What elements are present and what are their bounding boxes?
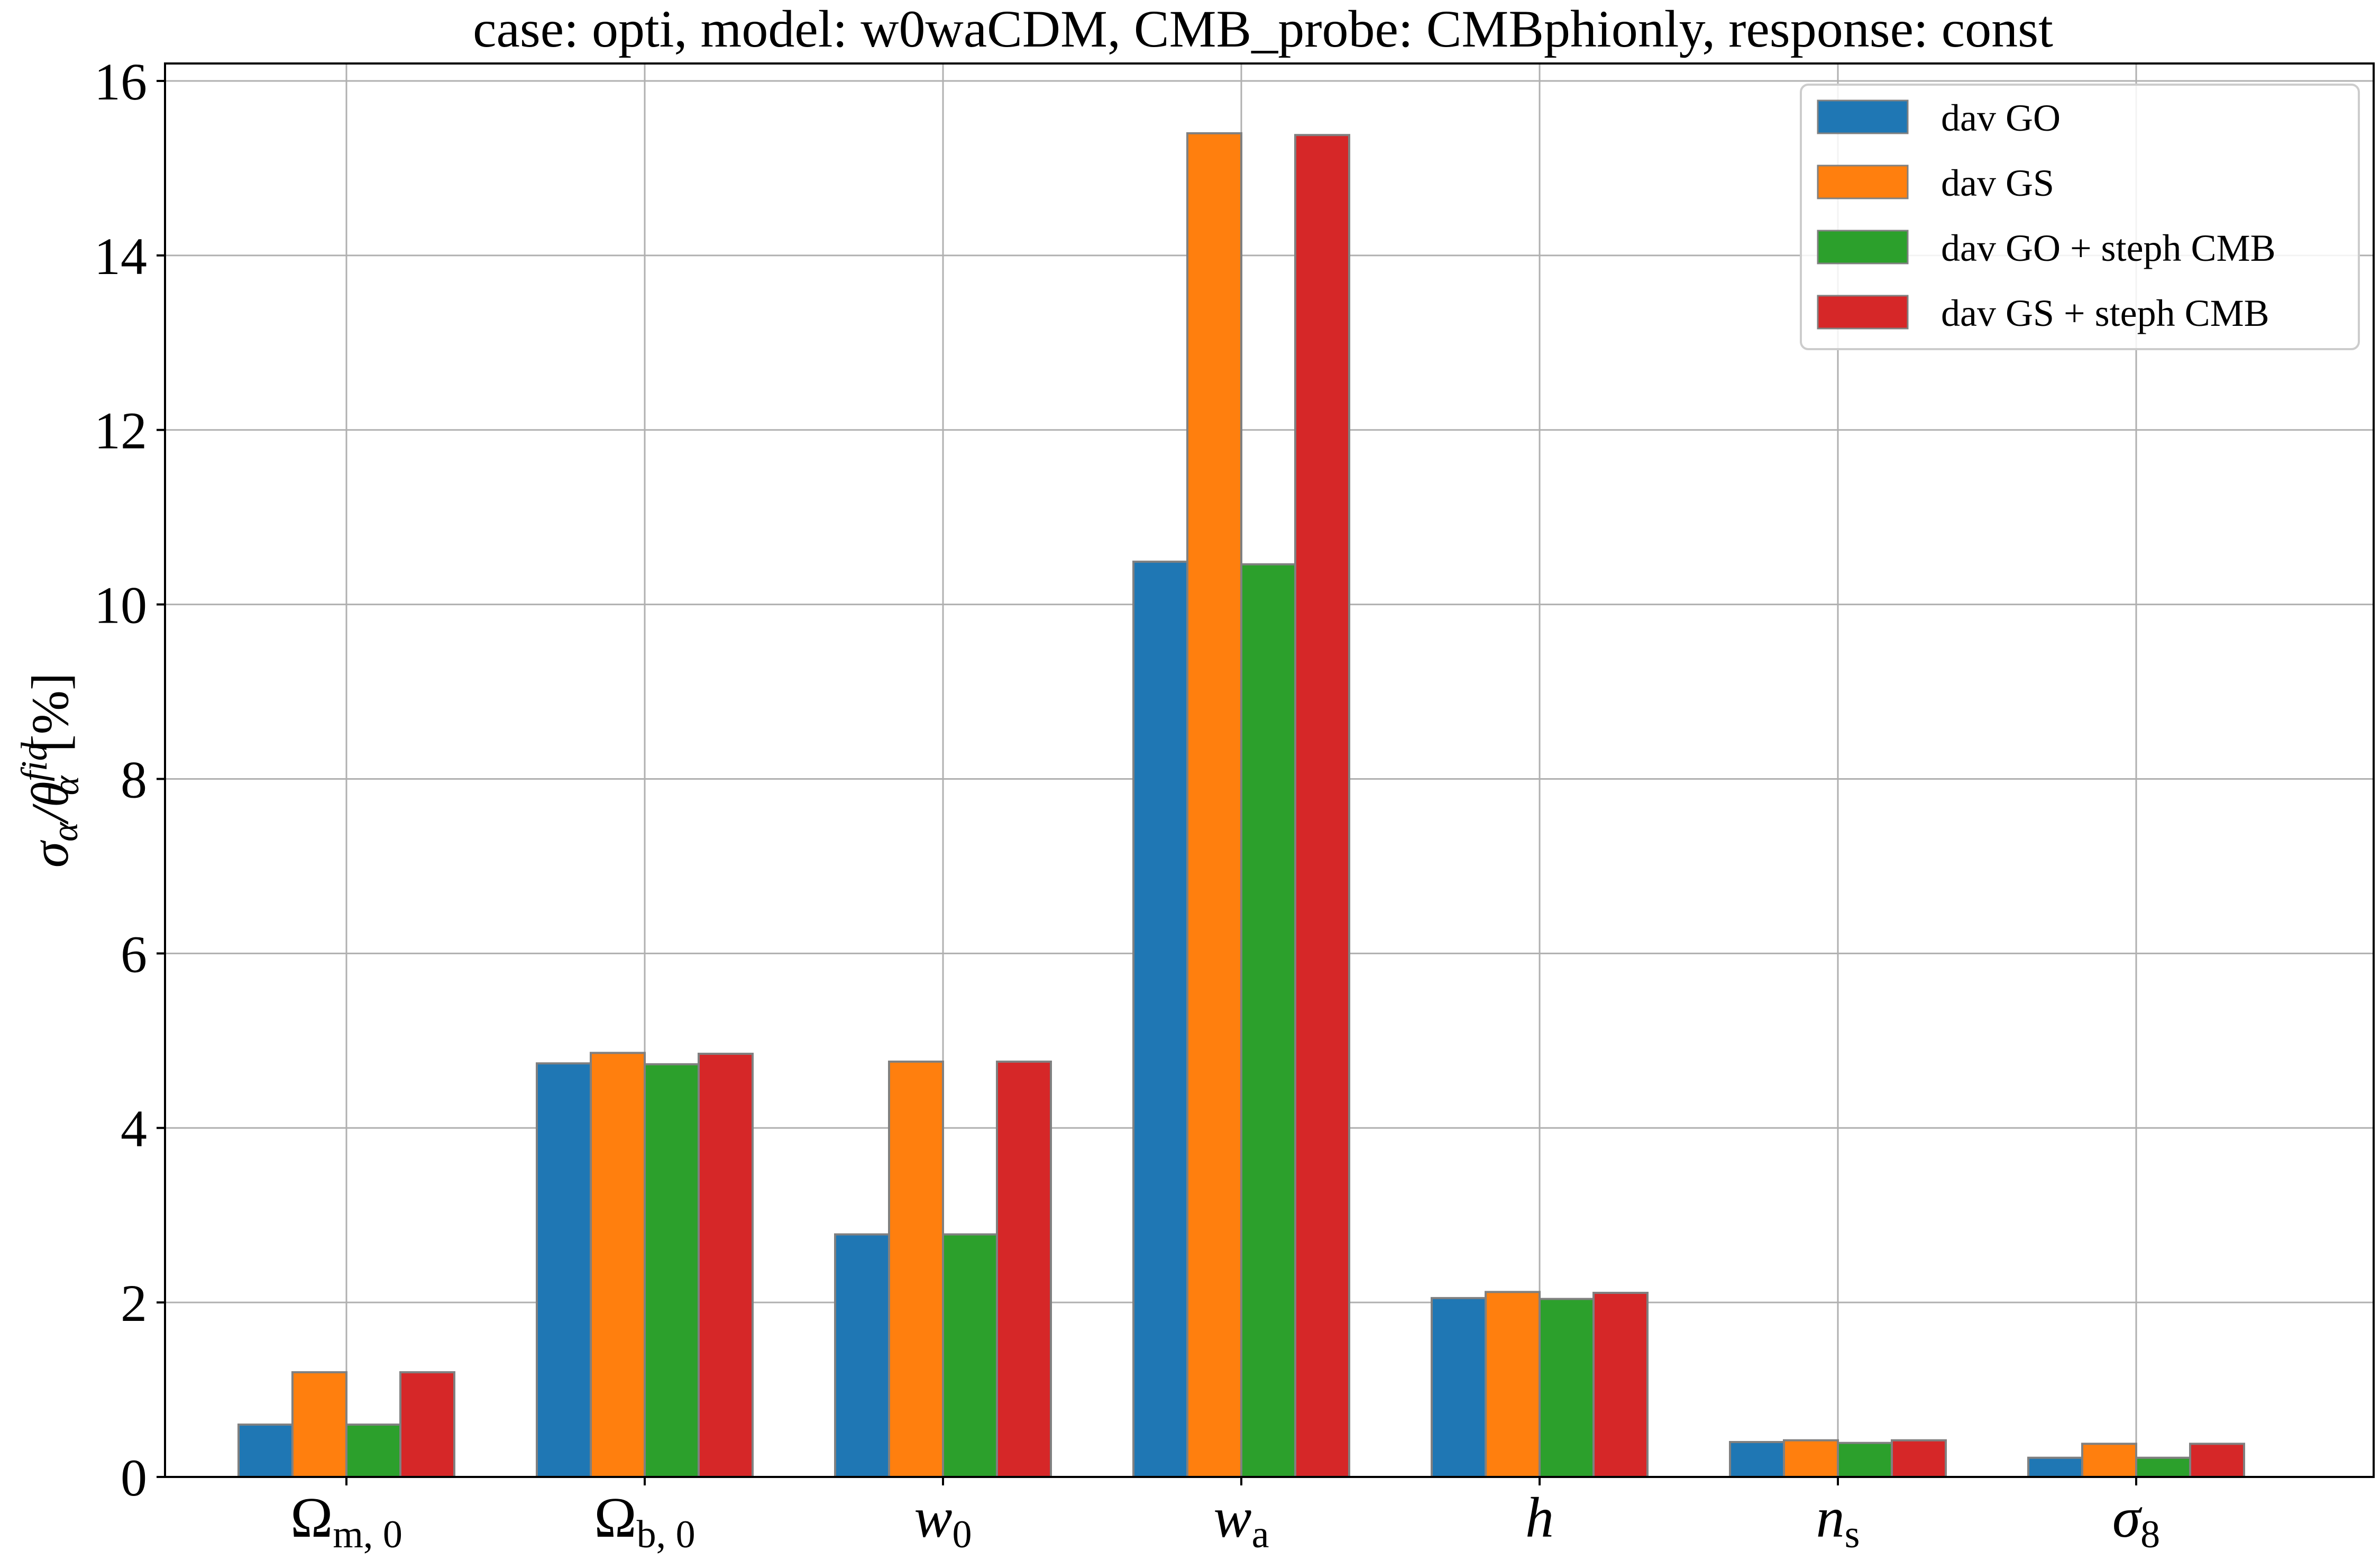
bar-3-2 <box>644 1063 700 1478</box>
bar-3-7 <box>2135 1456 2191 1479</box>
bar-2-5 <box>1485 1291 1541 1478</box>
legend-swatch <box>1817 99 1909 134</box>
chart-title: case: opti, model: w0waCDM, CMB_probe: C… <box>473 0 2053 58</box>
bar-2-1 <box>291 1371 347 1478</box>
bar-3-4 <box>1240 563 1296 1478</box>
y-tick-label: 4 <box>121 1099 147 1158</box>
bar-4-2 <box>698 1053 754 1479</box>
bar-2-3 <box>888 1060 944 1478</box>
bar-1-5 <box>1431 1297 1487 1478</box>
y-tick-label: 16 <box>94 52 147 111</box>
y-axis-label: σα/θfidα [%] <box>14 673 87 868</box>
bar-1-7 <box>2027 1456 2083 1479</box>
bar-2-6 <box>1783 1439 1839 1478</box>
y-tick-label: 2 <box>121 1274 147 1333</box>
bar-1-3 <box>834 1233 890 1479</box>
y-tick-label: 8 <box>121 750 147 809</box>
legend-swatch <box>1817 295 1909 330</box>
legend-label: dav GS <box>1941 162 2054 204</box>
x-tick-label: Ωm, 0 <box>290 1486 402 1556</box>
legend-label: dav GS + steph CMB <box>1941 292 2269 334</box>
y-tick-label: 14 <box>94 227 147 286</box>
bar-2-2 <box>590 1052 646 1478</box>
bar-4-4 <box>1294 134 1350 1479</box>
bar-1-1 <box>237 1424 294 1479</box>
legend-swatch <box>1817 230 1909 264</box>
bar-4-5 <box>1592 1291 1649 1478</box>
y-tick-label: 0 <box>121 1448 147 1507</box>
legend-label: dav GO <box>1941 97 2061 139</box>
y-tick-label: 12 <box>94 402 147 460</box>
bar-2-4 <box>1186 132 1242 1478</box>
bar-1-4 <box>1132 560 1188 1478</box>
x-tick-label: w0 <box>914 1486 972 1556</box>
bar-4-6 <box>1891 1439 1947 1478</box>
bar-1-6 <box>1729 1441 1785 1478</box>
legend-label: dav GO + steph CMB <box>1941 227 2276 269</box>
x-tick-label: Ωb, 0 <box>594 1486 695 1556</box>
x-tick-label: σ8 <box>2112 1486 2160 1556</box>
legend: dav GO dav GS dav GO + steph CMB dav GS + s… <box>1800 84 2360 350</box>
bar-3-5 <box>1539 1298 1595 1478</box>
bar-1-2 <box>536 1062 592 1479</box>
legend-swatch <box>1817 165 1909 199</box>
legend-frame <box>1800 84 2360 350</box>
x-tick-label: ns <box>1816 1486 1860 1556</box>
y-tick-label: 10 <box>94 576 147 635</box>
bar-4-3 <box>996 1060 1052 1478</box>
y-axis: 0 2 4 6 8 10 12 14 16 <box>94 52 165 1507</box>
bar-4-7 <box>2189 1443 2245 1479</box>
bar-3-1 <box>345 1424 401 1479</box>
bar-4-1 <box>399 1371 455 1478</box>
bar-3-3 <box>942 1233 998 1479</box>
x-axis: Ωm, 0 Ωb, 0 w0 wa h ns σ8 <box>290 1477 2160 1556</box>
bars <box>237 132 2245 1479</box>
plot-frame <box>164 62 2375 1478</box>
bar-2-7 <box>2081 1443 2137 1479</box>
bar-3-6 <box>1837 1442 1893 1478</box>
x-tick-label: h <box>1525 1486 1554 1549</box>
y-tick-label: 6 <box>121 925 147 983</box>
x-tick-label: wa <box>1214 1486 1269 1556</box>
